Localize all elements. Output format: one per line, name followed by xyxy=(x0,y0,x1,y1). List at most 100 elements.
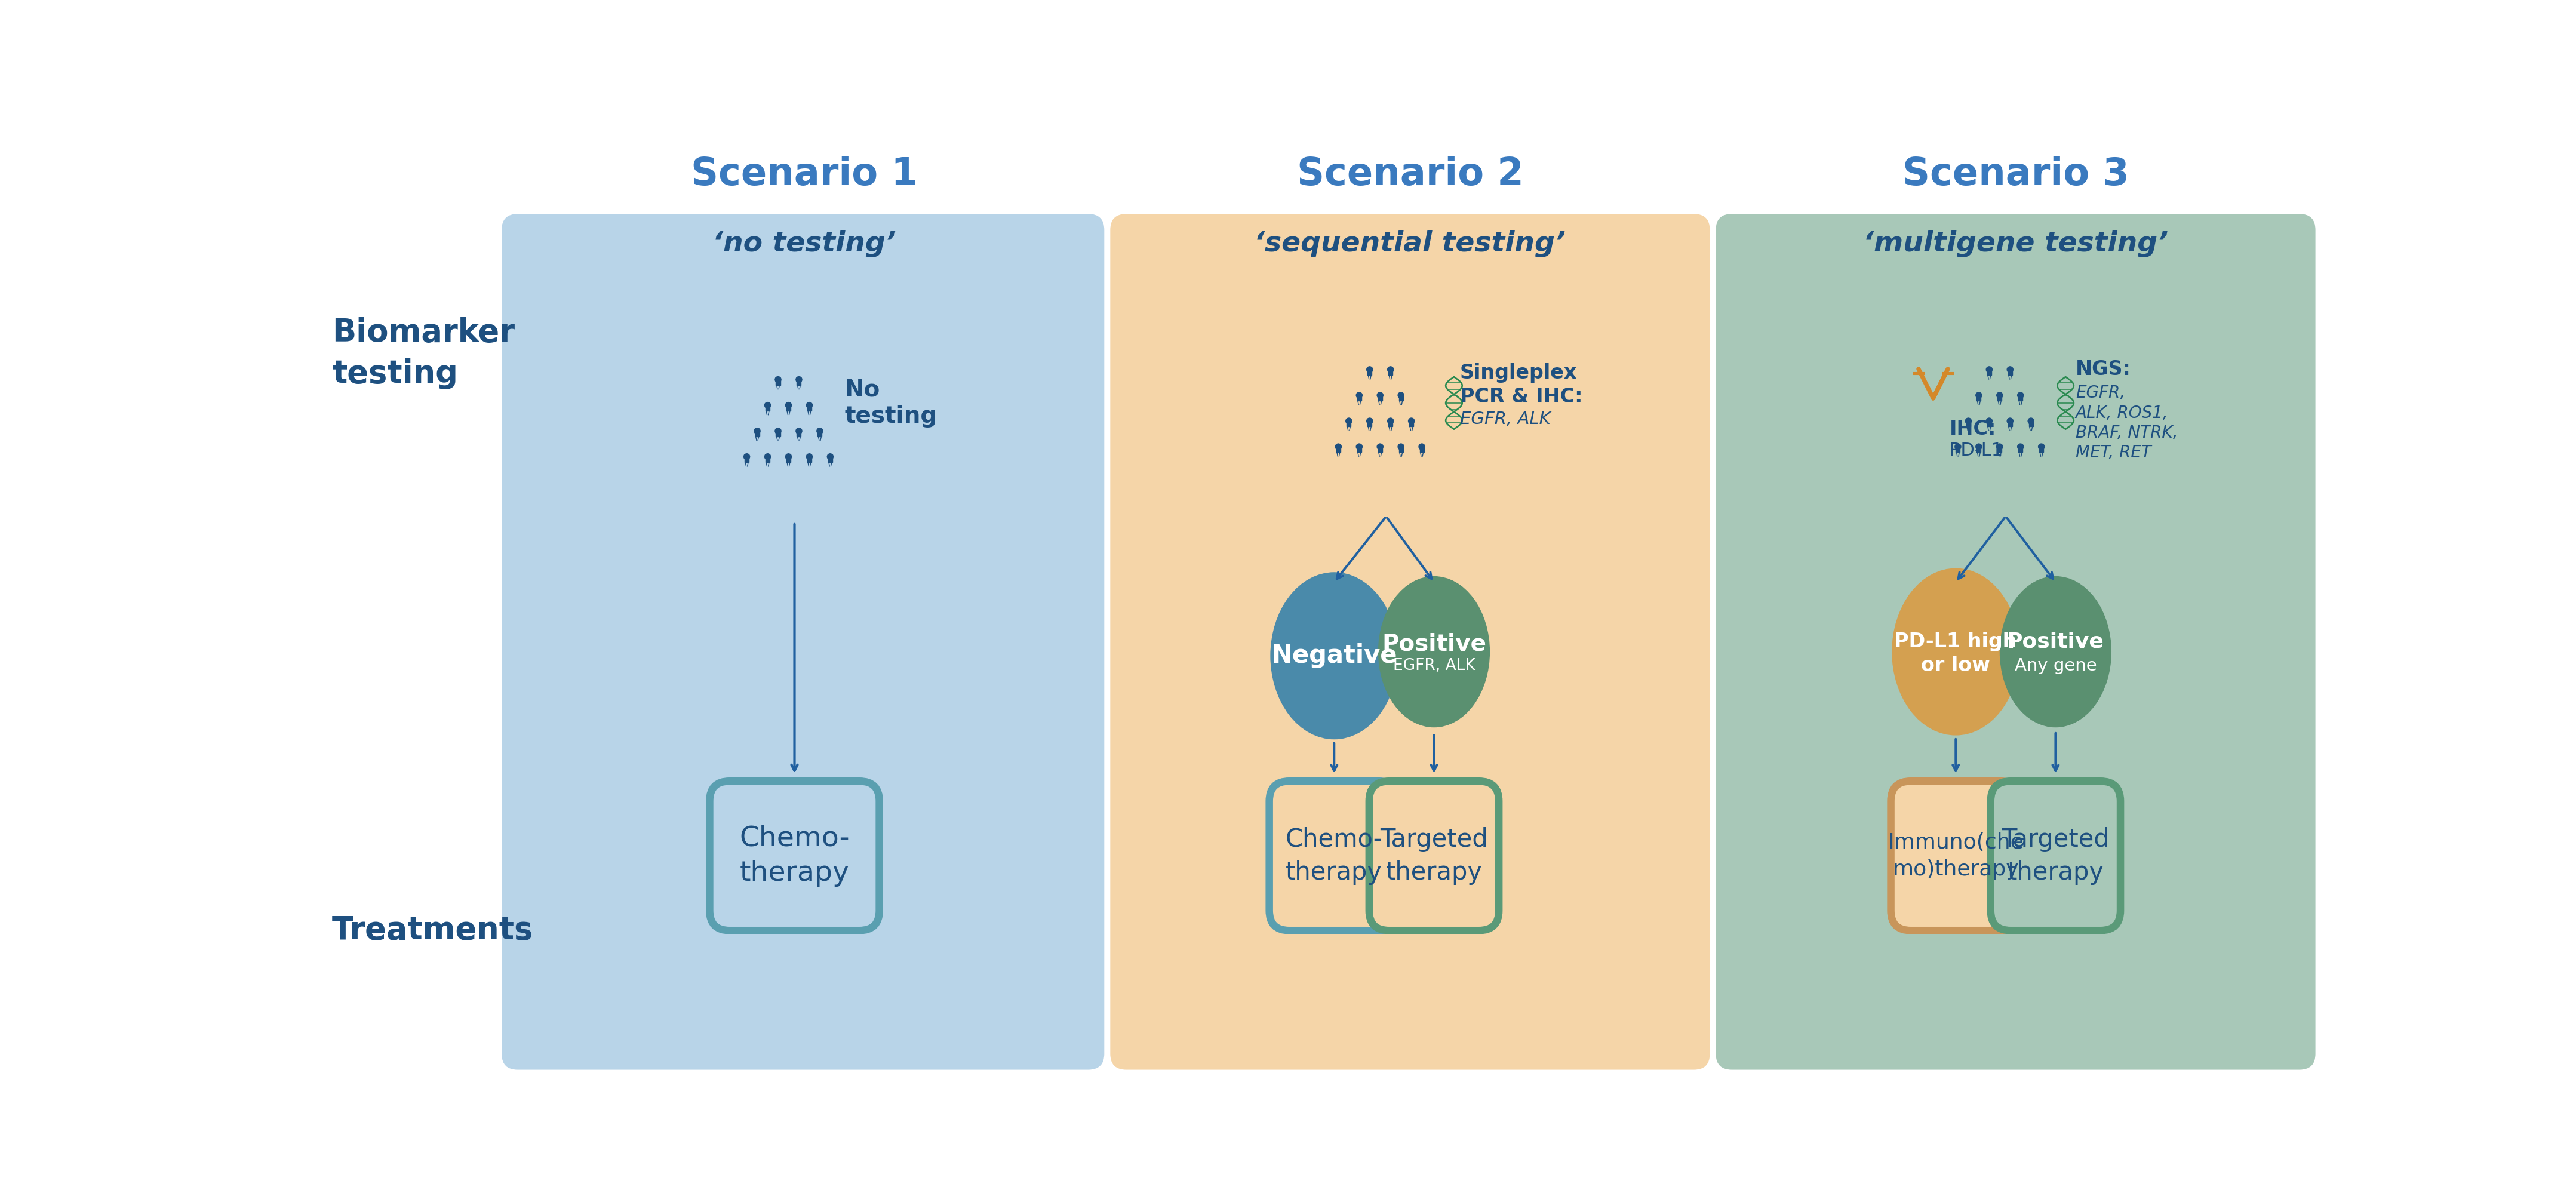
Bar xyxy=(765,406,770,411)
Bar xyxy=(796,380,801,385)
Circle shape xyxy=(1368,367,1373,373)
Bar xyxy=(796,432,801,436)
Bar xyxy=(827,458,832,462)
Ellipse shape xyxy=(1891,569,2020,736)
Circle shape xyxy=(775,376,781,382)
Circle shape xyxy=(1334,444,1342,450)
Bar xyxy=(1986,422,1991,427)
Text: Any gene: Any gene xyxy=(2014,657,2097,674)
Text: BRAF, NTRK,: BRAF, NTRK, xyxy=(2076,424,2177,441)
Bar xyxy=(1976,397,1981,400)
Bar xyxy=(1378,397,1383,400)
Text: IHC:: IHC: xyxy=(1950,419,1996,439)
Circle shape xyxy=(765,403,770,409)
Bar xyxy=(1347,422,1350,427)
Circle shape xyxy=(2007,418,2012,424)
Text: ‘no testing’: ‘no testing’ xyxy=(714,231,896,257)
Bar xyxy=(1368,370,1373,375)
Bar xyxy=(2007,422,2012,427)
Circle shape xyxy=(1419,444,1425,450)
Circle shape xyxy=(2038,444,2045,450)
Bar xyxy=(806,458,811,462)
FancyBboxPatch shape xyxy=(1368,781,1499,930)
Circle shape xyxy=(1355,392,1363,398)
Circle shape xyxy=(806,453,811,459)
Text: Treatments: Treatments xyxy=(332,915,533,946)
Bar xyxy=(786,406,791,411)
Text: Scenario 2: Scenario 2 xyxy=(1296,155,1522,192)
Bar xyxy=(1409,422,1414,427)
Text: Targeted
therapy: Targeted therapy xyxy=(2002,827,2110,885)
Circle shape xyxy=(827,453,832,459)
Bar xyxy=(1996,447,2002,452)
Bar xyxy=(1419,447,1425,452)
Circle shape xyxy=(2027,418,2035,424)
FancyBboxPatch shape xyxy=(1270,781,1399,930)
Circle shape xyxy=(1965,418,1971,424)
Bar xyxy=(2020,397,2022,400)
Circle shape xyxy=(1976,444,1981,450)
FancyBboxPatch shape xyxy=(1891,781,2020,930)
Text: EGFR, ALK: EGFR, ALK xyxy=(1461,411,1551,427)
Bar xyxy=(1378,447,1383,452)
Circle shape xyxy=(1355,444,1363,450)
Text: Targeted
therapy: Targeted therapy xyxy=(1381,827,1489,885)
Text: PCR & IHC:: PCR & IHC: xyxy=(1461,387,1582,406)
Text: Positive: Positive xyxy=(2007,632,2105,651)
Bar xyxy=(1996,397,2002,400)
Ellipse shape xyxy=(1270,572,1399,739)
Circle shape xyxy=(786,403,791,409)
Bar xyxy=(755,432,760,436)
Circle shape xyxy=(765,453,770,459)
Bar xyxy=(1986,370,1991,375)
FancyBboxPatch shape xyxy=(708,781,878,930)
Text: Negative: Negative xyxy=(1273,643,1396,668)
Circle shape xyxy=(2017,444,2025,450)
Bar xyxy=(1965,422,1971,427)
Circle shape xyxy=(1378,392,1383,398)
Bar xyxy=(817,432,822,436)
Text: or low: or low xyxy=(1922,656,1991,676)
Circle shape xyxy=(1388,367,1394,373)
Bar xyxy=(1337,447,1340,452)
Text: Singleplex: Singleplex xyxy=(1461,363,1577,383)
Text: Positive: Positive xyxy=(1381,632,1486,655)
Circle shape xyxy=(1388,418,1394,424)
Text: Scenario 1: Scenario 1 xyxy=(690,155,917,192)
Text: EGFR, ALK: EGFR, ALK xyxy=(1394,657,1476,673)
Bar xyxy=(2030,422,2032,427)
Text: Chemo-
therapy: Chemo- therapy xyxy=(1285,827,1383,885)
Text: ALK, ROS1,: ALK, ROS1, xyxy=(2076,405,2169,422)
Circle shape xyxy=(1976,392,1981,398)
Bar xyxy=(1358,397,1360,400)
Bar xyxy=(2020,447,2022,452)
Bar xyxy=(2007,370,2012,375)
Bar xyxy=(1358,447,1360,452)
Text: PD-L1 high: PD-L1 high xyxy=(1893,632,2017,651)
Bar xyxy=(2040,447,2043,452)
Bar xyxy=(1399,447,1404,452)
Text: PD-L1: PD-L1 xyxy=(1950,442,2004,459)
FancyBboxPatch shape xyxy=(1716,214,2316,1070)
Bar xyxy=(1388,370,1394,375)
Circle shape xyxy=(2007,367,2012,373)
Text: Chemo-
therapy: Chemo- therapy xyxy=(739,825,850,887)
Bar xyxy=(806,406,811,411)
Circle shape xyxy=(1996,392,2002,398)
Bar xyxy=(1955,447,1960,452)
FancyBboxPatch shape xyxy=(502,214,1105,1070)
Circle shape xyxy=(755,428,760,434)
FancyBboxPatch shape xyxy=(1110,214,1710,1070)
Text: MET, RET: MET, RET xyxy=(2076,445,2151,462)
Circle shape xyxy=(1399,444,1404,450)
Text: NGS:: NGS: xyxy=(2076,359,2130,379)
Bar xyxy=(775,432,781,436)
Bar xyxy=(786,458,791,462)
Text: Biomarker
testing: Biomarker testing xyxy=(332,317,515,389)
Bar xyxy=(1388,422,1394,427)
Circle shape xyxy=(1955,444,1960,450)
Ellipse shape xyxy=(1999,576,2112,727)
Text: Immuno(che
mo)therapy: Immuno(che mo)therapy xyxy=(1888,832,2025,880)
Circle shape xyxy=(796,376,801,382)
Circle shape xyxy=(1996,444,2002,450)
